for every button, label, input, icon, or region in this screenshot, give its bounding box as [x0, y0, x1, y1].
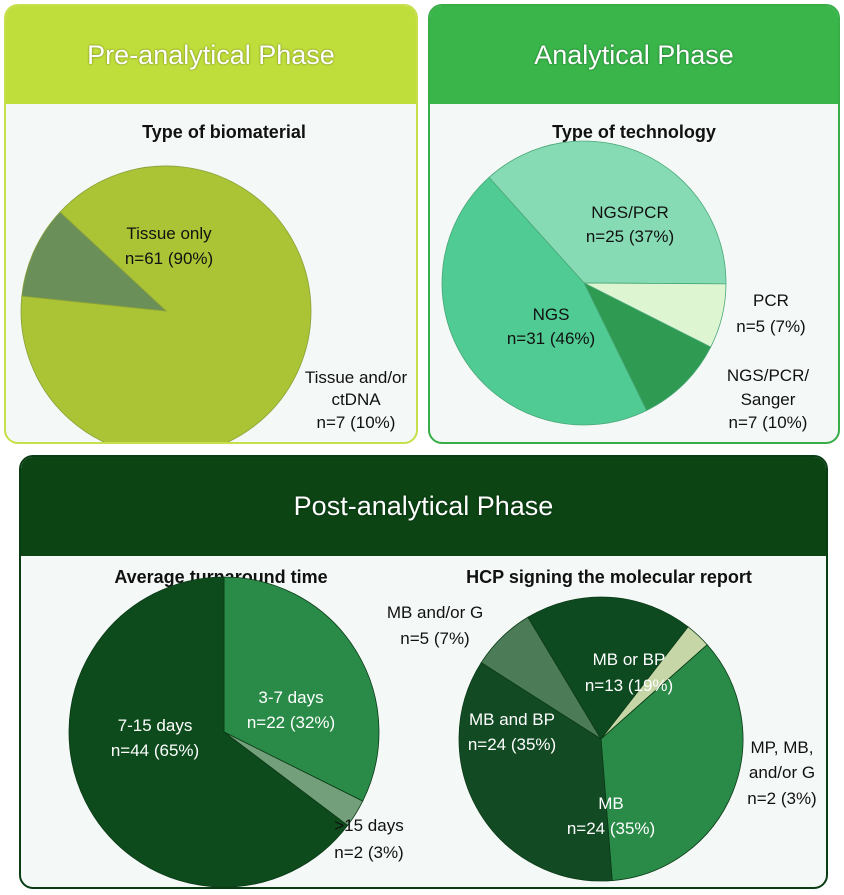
pie-slice-7-15-days — [68, 576, 349, 887]
technology-chart: Type of technology NGS/PCR n=25 (37%) PC… — [441, 122, 809, 432]
slice-label-over-15-days: >15 days — [334, 816, 403, 835]
technology-subtitle: Type of technology — [552, 122, 716, 142]
slice-value-mb-g: n=5 (7%) — [400, 629, 469, 648]
slice-value-mb: n=24 (35%) — [567, 819, 655, 838]
post-analytical-title: Post-analytical Phase — [293, 491, 554, 521]
hcp-subtitle: HCP signing the molecular report — [466, 567, 752, 587]
post-analytical-charts: Average turnaround time HCP signing the … — [68, 567, 817, 887]
post-analytical-panel: Post-analytical Phase Average turnaround… — [19, 455, 828, 889]
pie-slice-ngs-pcr-sanger — [583, 282, 712, 412]
slice-label-tissue-ctdna-1: Tissue and/or — [305, 368, 408, 387]
slice-label-pcr: PCR — [753, 291, 789, 310]
pie-slice-ngs-pcr — [488, 140, 727, 285]
slice-label-mp-mb-g-1: MP, MB, — [751, 738, 814, 757]
slice-label-mb-and-bp: MB and BP — [469, 710, 555, 729]
pre-analytical-title: Pre-analytical Phase — [87, 39, 335, 70]
pie-slice-tissue-only — [20, 165, 312, 442]
slice-value-over-15-days: n=2 (3%) — [334, 843, 403, 862]
slice-value-tissue-ctdna: n=7 (10%) — [317, 413, 396, 432]
slice-label-ngs: NGS — [533, 305, 570, 324]
slice-value-mb-or-bp: n=13 (19%) — [585, 676, 673, 695]
slice-label-7-15-days: 7-15 days — [118, 716, 193, 735]
slice-value-tissue-only: n=61 (90%) — [125, 249, 213, 268]
slice-value-ngs-pcr: n=25 (37%) — [586, 227, 674, 246]
pre-analytical-panel: Pre-analytical Phase Type of biomaterial… — [4, 4, 418, 444]
pre-analytical-header: Pre-analytical Phase — [6, 6, 416, 104]
pie-slice-mb-and-or-g — [480, 616, 602, 740]
slice-label-ngs-pcr-sanger-1: NGS/PCR/ — [727, 366, 809, 385]
pie-slice-3-7-days — [223, 576, 380, 802]
slice-value-3-7-days: n=22 (32%) — [247, 713, 335, 732]
post-analytical-header: Post-analytical Phase — [21, 457, 826, 556]
pie-slice-ngs — [441, 176, 648, 426]
slice-value-ngs: n=31 (46%) — [507, 329, 595, 348]
slice-value-mb-and-bp: n=24 (35%) — [468, 735, 556, 754]
slice-label-mb-g: MB and/or G — [387, 603, 483, 622]
biomaterial-chart: Type of biomaterial Tissue only n=61 (90… — [20, 122, 408, 442]
slice-label-mb: MB — [598, 794, 624, 813]
analytical-title: Analytical Phase — [534, 39, 734, 70]
pie-slice-tissue-and-or-ctdna — [21, 211, 168, 312]
analytical-panel: Analytical Phase Type of technology NGS/… — [428, 4, 840, 444]
slice-label-tissue-ctdna-2: ctDNA — [331, 390, 381, 409]
slice-label-ngs-pcr: NGS/PCR — [591, 203, 668, 222]
slice-value-pcr: n=5 (7%) — [736, 317, 805, 336]
slice-value-ngs-pcr-sanger: n=7 (10%) — [729, 413, 808, 432]
slice-value-7-15-days: n=44 (65%) — [111, 741, 199, 760]
pie-slice-mb-or-bp — [527, 596, 689, 740]
biomaterial-subtitle: Type of biomaterial — [142, 122, 306, 142]
slice-label-mp-mb-g-2: and/or G — [749, 763, 815, 782]
slice-label-tissue-only: Tissue only — [126, 224, 212, 243]
pie-slice-mb-and-bp — [458, 662, 613, 882]
pie-slice-mb — [600, 644, 744, 881]
slice-label-mb-or-bp: MB or BP — [593, 650, 666, 669]
slice-label-3-7-days: 3-7 days — [258, 688, 323, 707]
analytical-header: Analytical Phase — [430, 6, 838, 104]
slice-label-ngs-pcr-sanger-2: Sanger — [741, 390, 796, 409]
slice-value-mp-mb-g: n=2 (3%) — [747, 789, 816, 808]
